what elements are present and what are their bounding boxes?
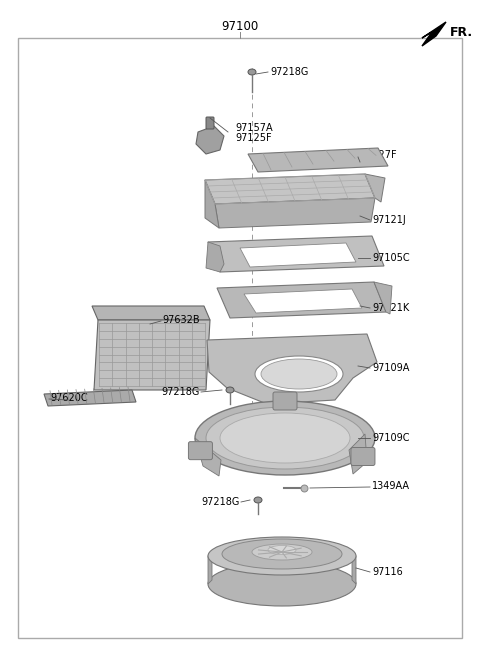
Ellipse shape	[226, 387, 234, 393]
Polygon shape	[352, 552, 356, 584]
Ellipse shape	[208, 562, 356, 606]
FancyBboxPatch shape	[206, 117, 214, 129]
Polygon shape	[240, 243, 356, 267]
Polygon shape	[195, 438, 221, 476]
Polygon shape	[205, 180, 219, 228]
FancyBboxPatch shape	[18, 38, 462, 638]
Polygon shape	[207, 334, 377, 404]
Ellipse shape	[208, 537, 356, 575]
Text: 97218G: 97218G	[202, 497, 240, 507]
Text: 97116: 97116	[372, 567, 403, 577]
Text: 97125F: 97125F	[235, 133, 272, 143]
Text: 97105C: 97105C	[372, 253, 409, 263]
Ellipse shape	[252, 544, 312, 560]
Ellipse shape	[254, 497, 262, 503]
Text: 97109A: 97109A	[372, 363, 409, 373]
Ellipse shape	[268, 546, 296, 554]
Polygon shape	[215, 198, 375, 228]
Text: 97632B: 97632B	[162, 315, 200, 325]
Polygon shape	[196, 126, 224, 154]
Ellipse shape	[248, 69, 256, 75]
Ellipse shape	[195, 401, 375, 475]
FancyBboxPatch shape	[189, 441, 213, 460]
Text: 97109C: 97109C	[372, 433, 409, 443]
Polygon shape	[92, 306, 210, 320]
Polygon shape	[365, 174, 385, 202]
Polygon shape	[422, 22, 446, 46]
Polygon shape	[244, 289, 362, 313]
Polygon shape	[208, 236, 384, 272]
Polygon shape	[217, 282, 386, 318]
Text: 97100: 97100	[221, 20, 259, 33]
Text: 97620C: 97620C	[50, 393, 88, 403]
Polygon shape	[208, 552, 212, 584]
Ellipse shape	[206, 407, 364, 469]
Ellipse shape	[220, 413, 350, 463]
Text: 97157A: 97157A	[235, 123, 273, 133]
Polygon shape	[44, 390, 136, 406]
Polygon shape	[94, 320, 210, 390]
Text: 97127F: 97127F	[360, 150, 396, 160]
Ellipse shape	[261, 359, 337, 389]
Ellipse shape	[222, 539, 342, 569]
Polygon shape	[248, 148, 388, 172]
Text: 1349AA: 1349AA	[372, 481, 410, 491]
Text: 97218G: 97218G	[162, 387, 200, 397]
Text: 97218G: 97218G	[270, 67, 308, 77]
Text: 97121J: 97121J	[372, 215, 406, 225]
Ellipse shape	[255, 356, 343, 392]
Polygon shape	[374, 282, 392, 314]
Text: 97121K: 97121K	[372, 303, 409, 313]
FancyBboxPatch shape	[351, 447, 375, 466]
Polygon shape	[205, 174, 375, 204]
FancyBboxPatch shape	[273, 392, 297, 410]
Text: FR.: FR.	[450, 26, 473, 39]
Polygon shape	[349, 434, 367, 474]
Polygon shape	[206, 242, 224, 272]
